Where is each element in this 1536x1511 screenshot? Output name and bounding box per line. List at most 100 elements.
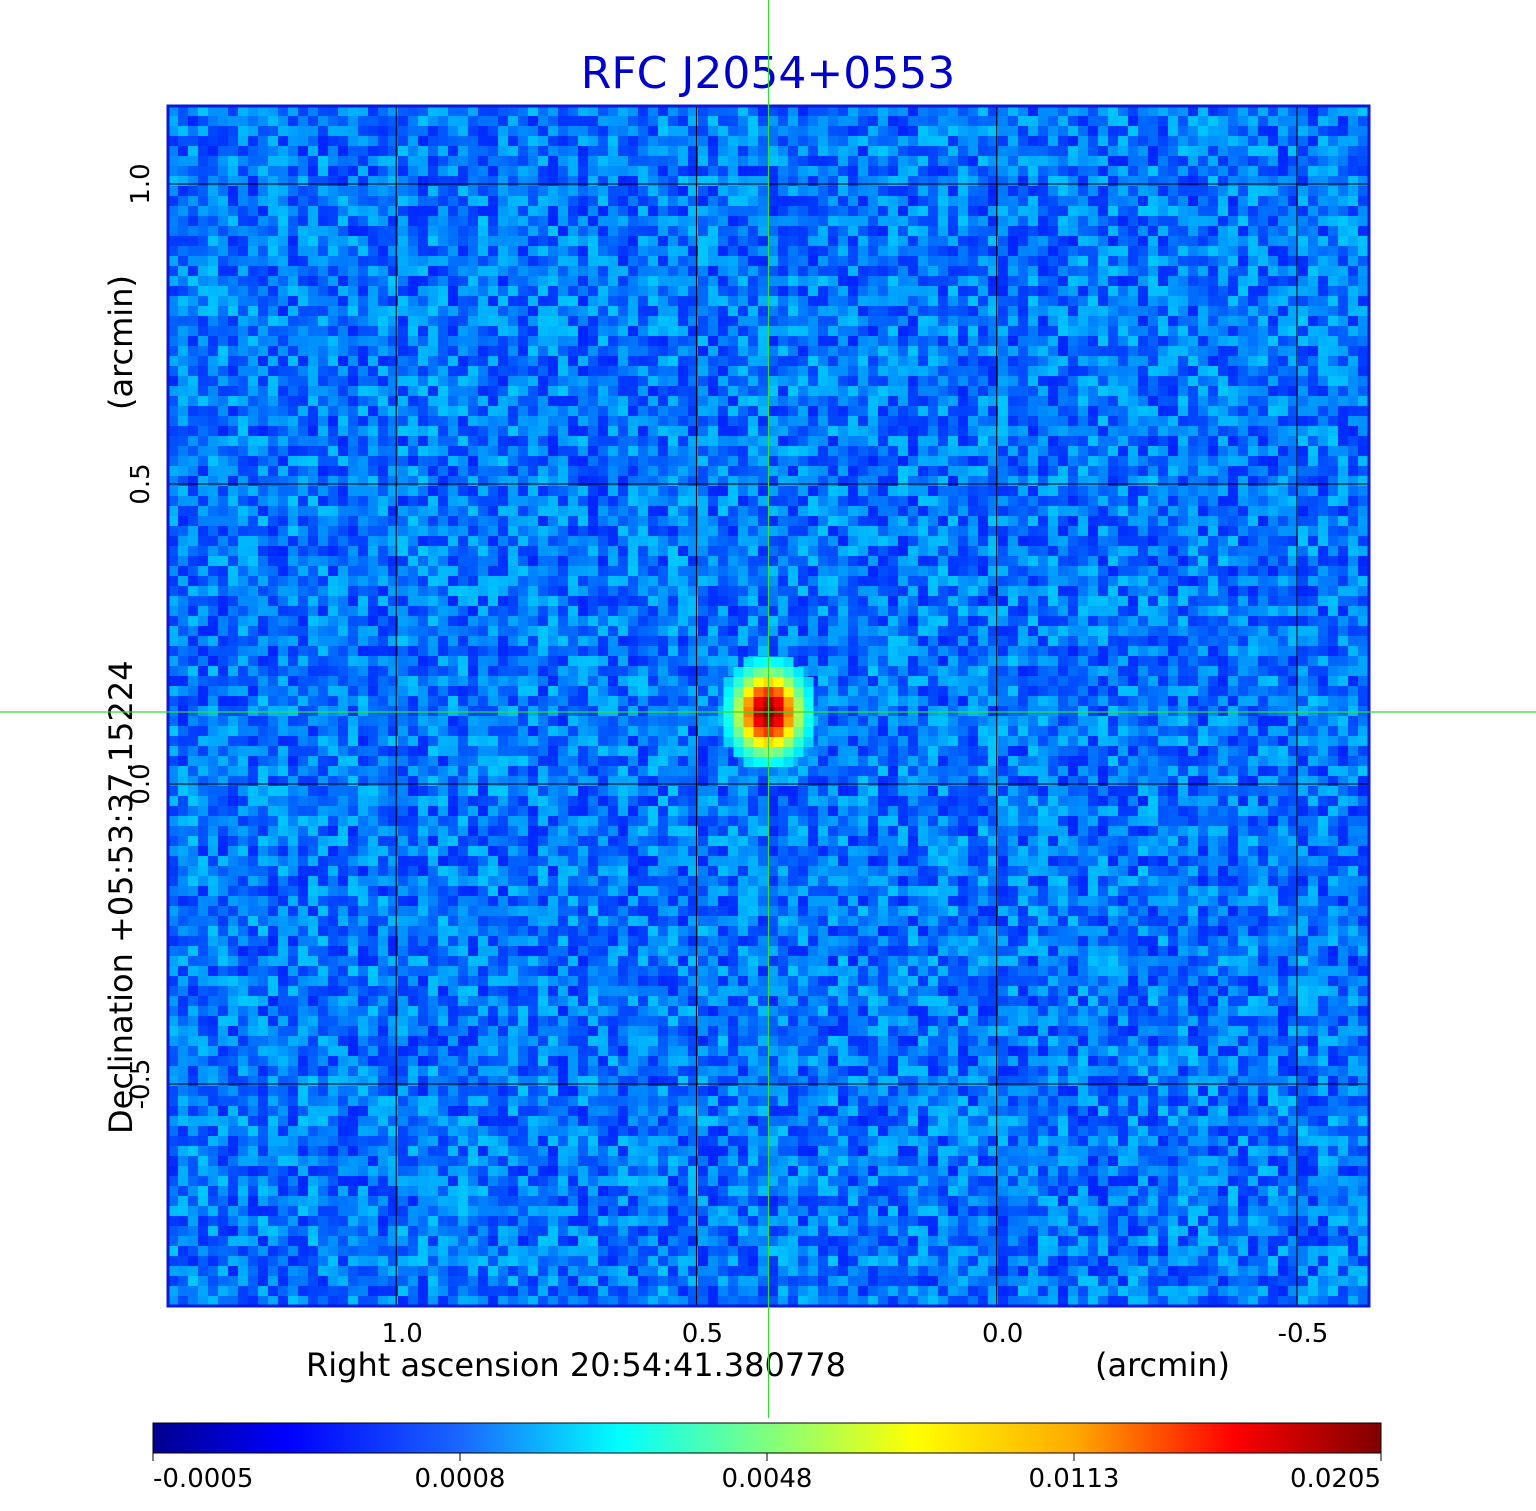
noise-pixel — [738, 226, 748, 236]
noise-pixel — [528, 456, 538, 466]
noise-pixel — [868, 276, 878, 286]
noise-pixel — [1348, 186, 1358, 196]
noise-pixel — [358, 346, 368, 356]
noise-pixel — [1078, 196, 1088, 206]
noise-pixel — [768, 456, 778, 466]
noise-pixel — [358, 376, 368, 386]
noise-pixel — [468, 396, 478, 406]
noise-pixel — [918, 436, 928, 446]
noise-pixel — [568, 286, 578, 296]
noise-pixel — [1118, 246, 1128, 256]
noise-pixel — [238, 266, 248, 276]
noise-pixel — [1288, 286, 1298, 296]
noise-pixel — [438, 366, 448, 376]
noise-pixel — [1128, 126, 1138, 136]
noise-pixel — [1168, 226, 1178, 236]
noise-pixel — [348, 316, 358, 326]
noise-pixel — [868, 366, 878, 376]
noise-pixel — [208, 306, 218, 316]
noise-pixel — [198, 316, 208, 326]
noise-pixel — [498, 286, 508, 296]
noise-pixel — [538, 136, 548, 146]
noise-pixel — [1288, 326, 1298, 336]
noise-pixel — [438, 126, 448, 136]
noise-pixel — [498, 156, 508, 166]
noise-pixel — [1278, 176, 1288, 186]
noise-pixel — [628, 306, 638, 316]
noise-pixel — [768, 406, 778, 416]
noise-pixel — [618, 376, 628, 386]
noise-pixel — [978, 146, 988, 156]
noise-pixel — [1038, 276, 1048, 286]
noise-pixel — [188, 176, 198, 186]
noise-pixel — [1358, 166, 1368, 176]
noise-pixel — [408, 386, 418, 396]
noise-pixel — [968, 196, 978, 206]
noise-pixel — [308, 106, 318, 116]
noise-pixel — [728, 376, 738, 386]
noise-pixel — [588, 156, 598, 166]
noise-pixel — [358, 326, 368, 336]
noise-pixel — [638, 376, 648, 386]
noise-pixel — [658, 426, 668, 436]
noise-pixel — [1058, 166, 1068, 176]
noise-pixel — [608, 166, 618, 176]
noise-pixel — [428, 216, 438, 226]
noise-pixel — [1068, 276, 1078, 286]
noise-pixel — [1108, 136, 1118, 146]
noise-pixel — [408, 356, 418, 366]
noise-pixel — [1038, 246, 1048, 256]
noise-pixel — [458, 286, 468, 296]
noise-pixel — [1178, 266, 1188, 276]
noise-pixel — [1068, 226, 1078, 236]
noise-pixel — [218, 166, 228, 176]
noise-pixel — [548, 236, 558, 246]
noise-pixel — [1158, 196, 1168, 206]
noise-pixel — [888, 386, 898, 396]
noise-pixel — [228, 456, 238, 466]
noise-pixel — [538, 226, 548, 236]
noise-pixel — [478, 306, 488, 316]
noise-pixel — [428, 316, 438, 326]
noise-pixel — [538, 466, 548, 476]
noise-pixel — [758, 146, 768, 156]
noise-pixel — [1058, 136, 1068, 146]
noise-pixel — [898, 416, 908, 426]
noise-pixel — [518, 416, 528, 426]
noise-pixel — [1268, 326, 1278, 336]
noise-pixel — [1278, 336, 1288, 346]
noise-pixel — [648, 106, 658, 116]
noise-pixel — [968, 236, 978, 246]
noise-pixel — [938, 296, 948, 306]
noise-pixel — [1158, 496, 1168, 506]
noise-pixel — [548, 296, 558, 306]
noise-pixel — [668, 466, 678, 476]
noise-pixel — [628, 296, 638, 306]
noise-pixel — [1168, 286, 1178, 296]
noise-pixel — [618, 466, 628, 476]
noise-pixel — [1298, 286, 1308, 296]
noise-pixel — [318, 346, 328, 356]
noise-pixel — [1308, 496, 1318, 506]
noise-pixel — [348, 396, 358, 406]
noise-pixel — [658, 306, 668, 316]
noise-pixel — [768, 166, 778, 176]
noise-pixel — [298, 176, 308, 186]
noise-pixel — [1248, 166, 1258, 176]
noise-pixel — [998, 106, 1008, 116]
noise-pixel — [1058, 436, 1068, 446]
noise-pixel — [618, 366, 628, 376]
noise-pixel — [488, 436, 498, 446]
noise-pixel — [208, 146, 218, 156]
noise-pixel — [1018, 316, 1028, 326]
noise-pixel — [488, 176, 498, 186]
noise-pixel — [648, 226, 658, 236]
noise-pixel — [568, 156, 578, 166]
noise-pixel — [678, 116, 688, 126]
noise-pixel — [478, 146, 488, 156]
noise-pixel — [1098, 336, 1108, 346]
noise-pixel — [178, 116, 188, 126]
noise-pixel — [928, 466, 938, 476]
noise-pixel — [698, 216, 708, 226]
noise-pixel — [198, 366, 208, 376]
